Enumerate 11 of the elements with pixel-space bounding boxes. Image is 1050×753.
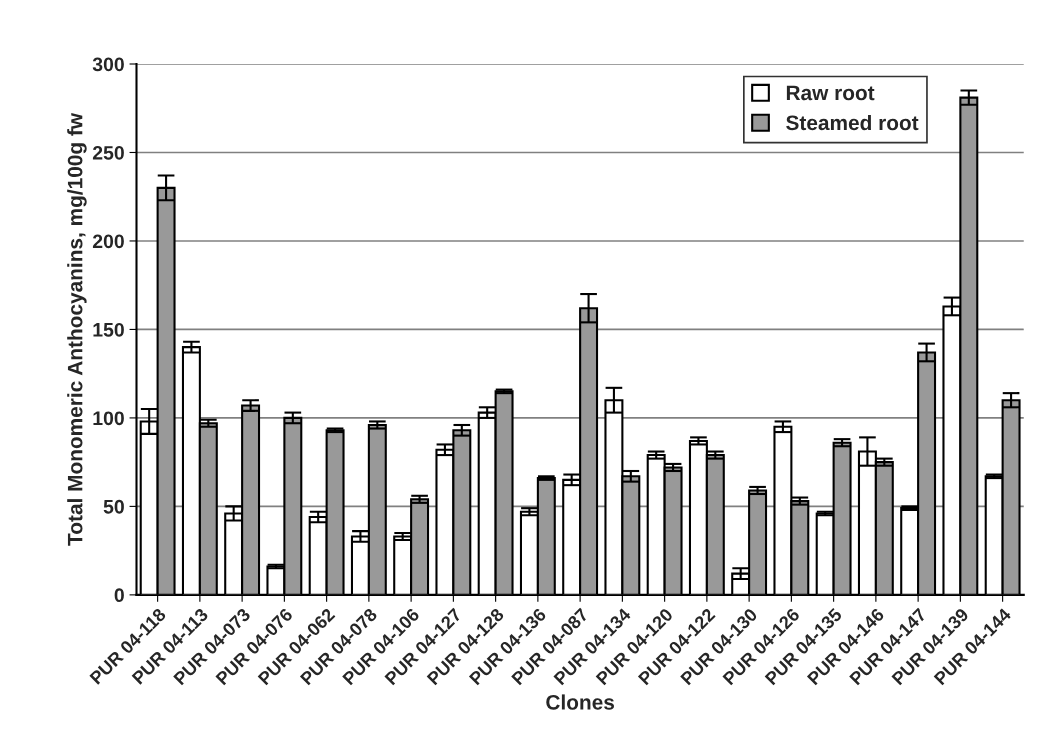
x-axis-title: Clones <box>546 694 614 710</box>
y-tick-label: 50 <box>103 499 124 514</box>
legend-label: Raw root <box>786 85 875 101</box>
y-tick-label: 250 <box>92 145 124 160</box>
y-tick-label: 150 <box>93 322 124 337</box>
y-tick-label: 0 <box>114 588 124 603</box>
y-tick-label: 100 <box>93 411 124 426</box>
legend-label: Steamed root <box>786 114 919 131</box>
y-axis-title: Total Monomeric Anthocyanins, mg/100g fw <box>67 112 87 546</box>
y-tick-label: 200 <box>92 234 124 249</box>
y-tick-label: 300 <box>92 57 124 72</box>
